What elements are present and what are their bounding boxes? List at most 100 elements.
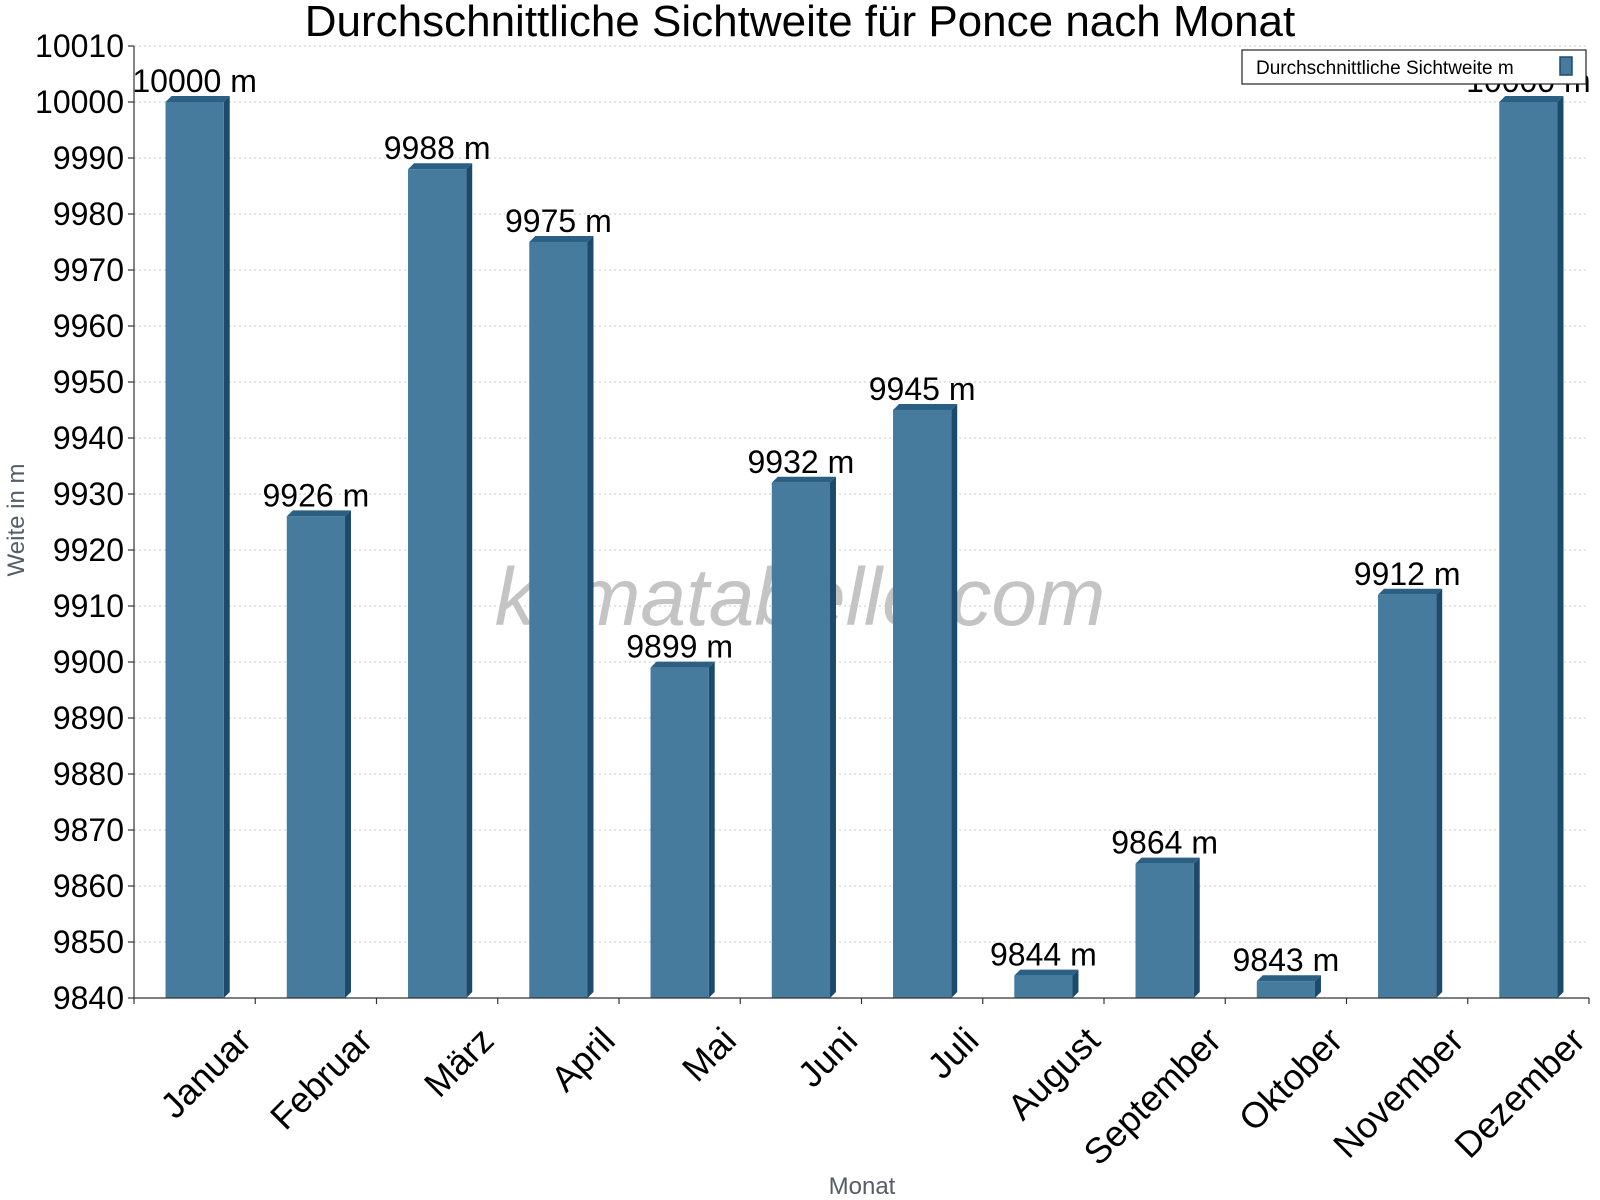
y-tick-label: 9860 (53, 868, 124, 904)
bar-front (1014, 975, 1073, 998)
bar-side (587, 236, 594, 998)
data-label: 9864 m (1111, 825, 1218, 861)
data-labels: 10000 m 9926 m 9988 m 9975 m 9899 m 9932 m 994… (132, 63, 1590, 978)
bar-front (408, 169, 467, 998)
bar-side (1072, 969, 1079, 998)
y-tick-label: 9990 (53, 140, 124, 176)
x-tick-label: Januar (152, 1019, 259, 1126)
bar-front (286, 516, 345, 998)
bar (1135, 857, 1200, 998)
bar-side (708, 661, 715, 998)
bar (165, 96, 230, 998)
bar-front (529, 242, 588, 998)
bar-top (771, 476, 836, 483)
y-tick-label: 9850 (53, 924, 124, 960)
bar-side (344, 510, 351, 998)
y-tick-label: 9870 (53, 812, 124, 848)
x-tick-label: Oktober (1231, 1019, 1351, 1139)
legend-label: Durchschnittliche Sichtweite m (1256, 58, 1514, 79)
data-label: 9844 m (990, 937, 1097, 973)
axes (128, 45, 1590, 1004)
data-label: 9988 m (384, 130, 491, 166)
data-label: 9899 m (626, 629, 733, 665)
legend-box (1241, 49, 1587, 85)
y-tick-label: 9920 (53, 532, 124, 568)
bar-side (1436, 588, 1443, 998)
x-tick-label: November (1325, 1019, 1471, 1165)
x-tick-label: Dezember (1446, 1019, 1592, 1165)
y-tick-label: 9930 (53, 476, 124, 512)
bar (408, 163, 473, 998)
bar-side (466, 163, 473, 998)
bar-top (1256, 975, 1321, 982)
bar-front (1256, 981, 1315, 998)
x-tick-label: Juni (790, 1019, 866, 1095)
bar-top (1135, 857, 1200, 864)
bar-side (1557, 96, 1564, 998)
bar-top (1378, 588, 1443, 595)
y-tick-label: 9840 (53, 980, 124, 1016)
bar-front (165, 102, 224, 998)
bar (529, 236, 594, 998)
bar (771, 476, 836, 998)
bar-side (223, 96, 230, 998)
legend: Durchschnittliche Sichtweite m (1241, 49, 1587, 85)
legend-swatch (1559, 56, 1573, 76)
y-tick-label: 10010 (35, 28, 124, 64)
data-label: 9945 m (869, 371, 976, 407)
bar (1378, 588, 1443, 998)
bar-side (1193, 857, 1200, 998)
bars (165, 96, 1564, 998)
y-tick-label: 9890 (53, 700, 124, 736)
bar-top (286, 510, 351, 517)
y-tick-label: 9950 (53, 364, 124, 400)
y-tick-label: 9980 (53, 196, 124, 232)
bar (286, 510, 351, 998)
data-label: 9912 m (1354, 556, 1461, 592)
x-tick-label: August (999, 1019, 1107, 1127)
x-tick-labels: Januar Februar März April Mai Juni Juli AugustS… (152, 1019, 1593, 1173)
bar-front (893, 410, 952, 998)
data-label: 9926 m (263, 477, 370, 513)
x-tick-label: Juli (919, 1019, 986, 1086)
y-tick-label: 9940 (53, 420, 124, 456)
bar-top (650, 661, 715, 668)
y-tick-label: 9970 (53, 252, 124, 288)
data-label: 9975 m (505, 203, 612, 239)
y-tick-label: 9910 (53, 588, 124, 624)
bar-front (771, 482, 830, 998)
y-tick-label: 9880 (53, 756, 124, 792)
bar (1256, 975, 1321, 998)
data-label: 9932 m (748, 444, 855, 480)
bar (1499, 96, 1564, 998)
x-tick-label: Mai (674, 1019, 744, 1089)
data-label: 9843 m (1233, 942, 1340, 978)
bar-top (1014, 969, 1079, 976)
y-tick-labels: 9840 9850 9860 9870 9880 9890 9900 9910 9920 9930… (35, 28, 124, 1016)
bar-top (165, 96, 230, 102)
bar-side (829, 476, 836, 998)
bar-top (408, 163, 473, 170)
bar-top (529, 236, 594, 242)
bar-top (1499, 96, 1564, 102)
bar-front (1378, 594, 1437, 998)
bar-front (1135, 863, 1194, 998)
bar (650, 661, 715, 998)
bar-front (650, 667, 709, 998)
data-label: 10000 m (132, 63, 257, 99)
bar-top (893, 404, 958, 410)
x-axis-title: Monat (829, 1173, 896, 1200)
bar-front (1499, 102, 1558, 998)
bar (1014, 969, 1079, 998)
x-tick-label: April (543, 1019, 623, 1099)
x-tick-label: März (416, 1019, 502, 1105)
y-tick-label: 10000 (35, 84, 124, 120)
y-tick-label: 9960 (53, 308, 124, 344)
y-axis-title: Weite in m (3, 464, 30, 577)
chart-title: Durchschnittliche Sichtweite für Ponce n… (305, 0, 1296, 46)
y-tick-label: 9900 (53, 644, 124, 680)
bar-side (1314, 975, 1321, 998)
x-tick-label: Februar (262, 1019, 380, 1137)
bar-side (951, 404, 958, 998)
